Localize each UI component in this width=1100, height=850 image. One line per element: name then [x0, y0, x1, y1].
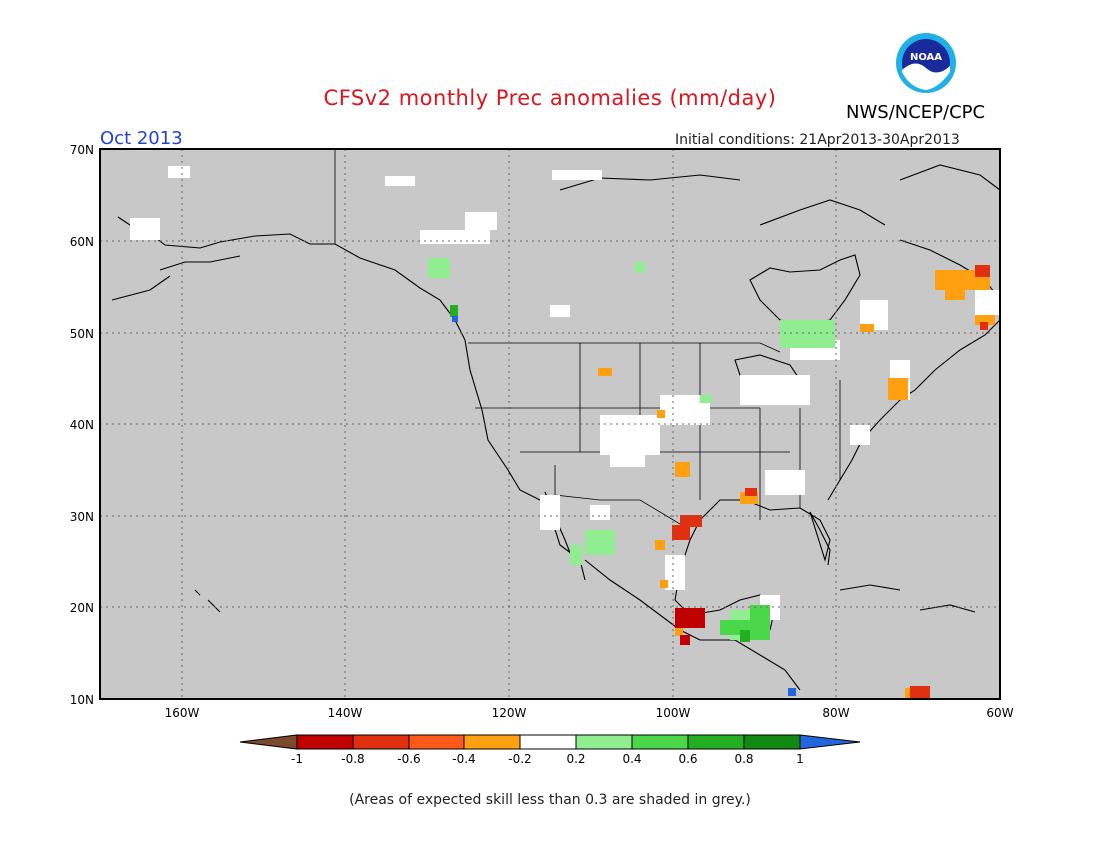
colorbar-label: -0.2 — [508, 752, 531, 766]
lon-label-160w: 160W — [165, 706, 200, 720]
colorbar-label: -0.4 — [452, 752, 475, 766]
colorbar-bin-7 — [631, 734, 689, 750]
lon-label-100w: 100W — [656, 706, 691, 720]
colorbar-bin-5 — [519, 734, 577, 750]
colorbar-label: 1 — [796, 752, 804, 766]
anomaly-patches — [130, 166, 1000, 698]
colorbar-bin-4 — [463, 734, 521, 750]
colorbar-bin-3 — [408, 734, 465, 750]
colorbar-label: 0.4 — [622, 752, 641, 766]
logo-lettering: NOAA — [910, 52, 942, 63]
colorbar-label: 0.2 — [566, 752, 585, 766]
colorbar-label: 0.8 — [734, 752, 753, 766]
colorbar-low-arrow — [239, 734, 298, 750]
colorbar-high-arrow — [799, 734, 861, 750]
lon-label-140w: 140W — [328, 706, 363, 720]
colorbar-labels: -1 -0.8 -0.6 -0.4 -0.2 0.2 0.4 0.6 0.8 1 — [291, 752, 804, 766]
colorbar-bin-1 — [296, 734, 354, 750]
colorbar-label: -1 — [291, 752, 303, 766]
lat-label-70n: 70N — [70, 143, 94, 157]
lat-label-10n: 10N — [70, 693, 94, 707]
lat-label-60n: 60N — [70, 235, 94, 249]
lon-labels: 160W 140W 120W 100W 80W 60W — [165, 706, 1014, 720]
colorbar — [239, 734, 861, 750]
colorbar-bin-2 — [352, 734, 410, 750]
lat-label-40n: 40N — [70, 418, 94, 432]
colorbar-label: 0.6 — [678, 752, 697, 766]
lat-labels: 70N 60N 50N 40N 30N 20N 10N — [70, 143, 94, 707]
colorbar-label: -0.6 — [397, 752, 420, 766]
map-frame — [99, 148, 1001, 700]
lat-label-50n: 50N — [70, 327, 94, 341]
colorbar-label: -0.8 — [341, 752, 364, 766]
initial-conditions: Initial conditions: 21Apr2013-30Apr2013 — [675, 132, 960, 148]
lon-label-120w: 120W — [492, 706, 527, 720]
lat-label-20n: 20N — [70, 601, 94, 615]
colorbar-bin-8 — [687, 734, 745, 750]
colorbar-bin-6 — [575, 734, 633, 750]
lat-label-30n: 30N — [70, 510, 94, 524]
colorbar-bin-9 — [743, 734, 801, 750]
noaa-logo: NOAA — [896, 33, 956, 93]
map-title: CFSv2 monthly Prec anomalies (mm/day) — [323, 86, 777, 110]
skill-footnote: (Areas of expected skill less than 0.3 a… — [349, 792, 751, 808]
agency-label: NWS/NCEP/CPC — [846, 102, 986, 123]
lon-label-80w: 80W — [822, 706, 849, 720]
valid-month: Oct 2013 — [100, 128, 183, 149]
lon-label-60w: 60W — [986, 706, 1013, 720]
graticule — [100, 149, 1000, 699]
